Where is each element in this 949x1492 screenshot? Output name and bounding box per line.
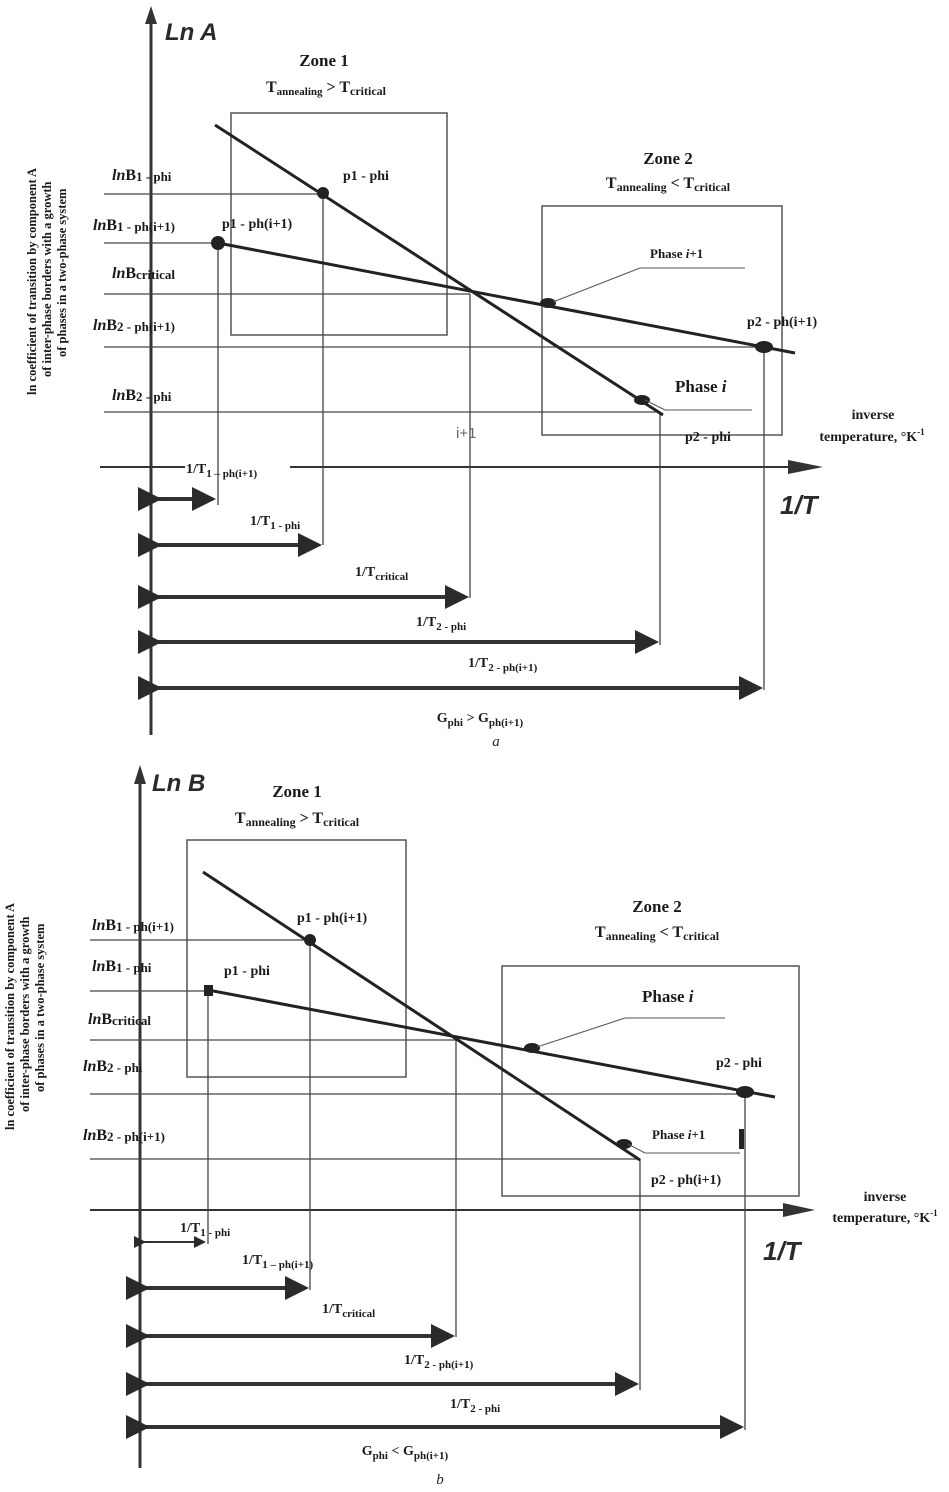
- label-a-p1-phi1: p1 - ph(i+1): [222, 217, 293, 232]
- ylabel-line-3: of phases in a two-phase system: [55, 188, 69, 357]
- panel-b-zone2-box: [501, 965, 800, 1197]
- point-b-p1-phi: [204, 985, 213, 996]
- label-a-p1-phi: p1 - phi: [343, 169, 389, 184]
- panel-a-steep-line: [214, 123, 664, 417]
- panel-b-x-arrowhead: [783, 1203, 815, 1217]
- panel-b-y-arrowhead: [134, 765, 146, 784]
- panel-b-caption: b: [436, 1472, 444, 1488]
- panel-b-steep-line: [202, 870, 641, 1162]
- label-b-phase-upper: Phase i: [642, 987, 694, 1006]
- panel-b-level-4: lnB2 - phi: [83, 1058, 143, 1075]
- panel-b-x-title: 1/T: [763, 1236, 803, 1266]
- panel-a-x-desc-2: temperature, °K-1: [819, 427, 925, 445]
- point-b-p2-phi: [736, 1086, 754, 1098]
- panel-b-zone2-title: Zone 2: [632, 897, 682, 916]
- ylabel-line-1: ln coefficient of transition by componen…: [25, 168, 39, 395]
- panel-b-zone1-cond: Tannealing > Tcritical: [235, 810, 360, 829]
- point-a-phase-upper: [540, 298, 556, 308]
- panel-b-shallow-line: [207, 988, 776, 1099]
- panel-a-zone1-cond: Tannealing > Tcritical: [266, 79, 387, 98]
- panel-b-zone1-box: [186, 839, 407, 1078]
- point-a-p2-phi1: [755, 341, 773, 353]
- panel-b-ylabel: ln coefficient of transition by componen…: [3, 903, 47, 1130]
- panel-b-x-desc-1: inverse: [864, 1190, 907, 1205]
- panel-a-relation: Gphi > Gph(i+1): [437, 711, 524, 729]
- dist-a-1: 1/T1 – ph(i+1): [186, 462, 257, 480]
- panel-a-level-3: lnBcritical: [112, 265, 175, 282]
- label-b-phase-lower: Phase i+1: [652, 1127, 705, 1142]
- label-b-p2-phi1: p2 - ph(i+1): [651, 1173, 722, 1188]
- panel-b-level-2: lnB1 - phi: [92, 958, 152, 975]
- panel-b-zone1-title: Zone 1: [272, 782, 322, 801]
- dist-b-1: 1/T1 - phi: [180, 1221, 230, 1239]
- panel-a-y-arrowhead: [145, 6, 157, 24]
- panel-a-shallow-line: [217, 241, 796, 355]
- panel-a-zone1-title: Zone 1: [299, 51, 349, 70]
- panel-b-relation: Gphi < Gph(i+1): [362, 1444, 449, 1462]
- panel-b-zone2-cond: Tannealing < Tcritical: [595, 924, 720, 943]
- dist-b-5: 1/T2 - phi: [450, 1397, 500, 1415]
- label-b-p2-phi: p2 - phi: [716, 1056, 762, 1071]
- label-a-p2-phi1: p2 - ph(i+1): [747, 315, 818, 330]
- panel-a-level-5: lnB2 - phi: [112, 387, 172, 404]
- dist-a-4: 1/T2 - phi: [416, 615, 466, 633]
- panel-a-zone2-cond: Tannealing < Tcritical: [606, 175, 731, 194]
- label-a-p2-phi: p2 - phi: [685, 430, 731, 445]
- panel-a-caption: a: [492, 734, 500, 750]
- panel-b-level-3: lnBcritical: [88, 1011, 151, 1028]
- panel-a-x-desc-1: inverse: [852, 408, 895, 423]
- panel-b: ln coefficient of transition by componen…: [3, 765, 938, 1488]
- panel-b-y-title: Ln B: [152, 770, 205, 797]
- panel-a-x-title: 1/T: [780, 490, 820, 520]
- panel-b-level-1: lnB1 - ph(i+1): [92, 917, 174, 934]
- ylabel-line-2: of inter-phase borders with a growth: [40, 181, 54, 377]
- panel-b-level-5: lnB2 - ph(i+1): [83, 1127, 165, 1144]
- label-b-p1-phi: p1 - phi: [224, 964, 270, 979]
- dist-b-4: 1/T2 - ph(i+1): [404, 1353, 474, 1371]
- panel-b-x-desc-2: temperature, °K-1: [832, 1208, 938, 1226]
- dist-a-2: 1/T1 - phi: [250, 514, 300, 532]
- panel-a-x-arrowhead: [788, 460, 823, 474]
- point-a-p2-phi: [634, 395, 650, 405]
- label-a-phase-upper: Phase i+1: [650, 246, 703, 261]
- label-a-crossing: i+1: [456, 425, 476, 442]
- svg-text:of inter-phase borders with a: of inter-phase borders with a growth: [18, 916, 32, 1112]
- panel-a-zone1-box: [230, 112, 448, 336]
- panel-a-zone2-box: [541, 205, 783, 436]
- dist-b-3: 1/Tcritical: [322, 1302, 375, 1320]
- point-b-phase-upper: [524, 1043, 540, 1053]
- label-b-p1-phi1: p1 - ph(i+1): [297, 911, 368, 926]
- panel-a: ln coefficient of transition by componen…: [25, 6, 925, 750]
- point-a-p1-phi: [317, 187, 329, 199]
- dist-a-5: 1/T2 - ph(i+1): [468, 656, 538, 674]
- svg-text:ln coefficient of transition b: ln coefficient of transition by componen…: [3, 903, 17, 1130]
- panel-a-ylabel: ln coefficient of transition by componen…: [25, 168, 69, 395]
- panel-a-level-4: lnB2 - ph(i+1): [93, 317, 175, 334]
- panel-a-y-title: Ln A: [165, 19, 217, 46]
- panel-a-level-1: lnB1 - phi: [112, 167, 172, 184]
- dist-b-2: 1/T1 – ph(i+1): [242, 1253, 313, 1271]
- point-b-p1-phi1: [304, 934, 316, 946]
- panel-a-level-2: lnB1 - ph(i+1): [93, 217, 175, 234]
- panel-a-zone2-title: Zone 2: [643, 149, 693, 168]
- point-a-p1-phi1: [211, 236, 225, 250]
- dist-a-3: 1/Tcritical: [355, 565, 408, 583]
- label-a-phase-lower: Phase i: [675, 377, 727, 396]
- point-b-phase-lower: [616, 1139, 632, 1149]
- svg-text:of phases in a two-phase syste: of phases in a two-phase system: [33, 923, 47, 1092]
